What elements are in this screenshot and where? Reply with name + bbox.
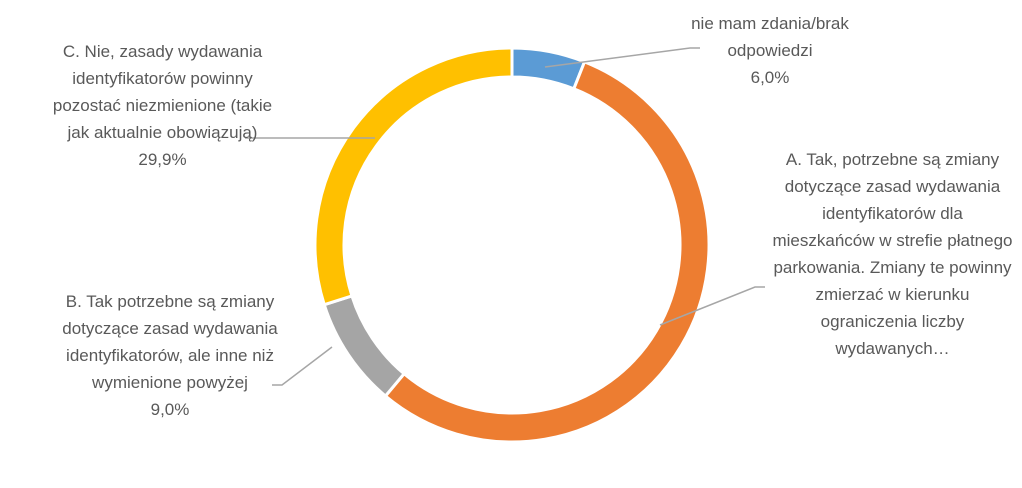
value-label: 29,9% — [138, 150, 187, 169]
data-label: A. Tak, potrzebne są zmiany dotyczące za… — [770, 146, 1015, 362]
data-label: B. Tak potrzebne są zmiany dotyczące zas… — [55, 288, 285, 423]
donut-segment — [510, 46, 587, 91]
donut-segment — [322, 294, 407, 399]
value-label: 6,0% — [750, 68, 790, 87]
leader-line — [659, 286, 765, 326]
leader-line — [544, 47, 700, 68]
value-label: 9,0% — [150, 400, 190, 419]
donut-segment — [313, 46, 514, 307]
leader-line — [272, 346, 333, 386]
category-label: B. Tak potrzebne są zmiany dotyczące zas… — [62, 292, 278, 392]
data-label: C. Nie, zasady wydawania identyfikatorów… — [45, 38, 280, 173]
data-label: nie mam zdania/brak odpowiedzi 6,0% — [680, 10, 860, 91]
donut-segment — [383, 59, 711, 444]
category-label: nie mam zdania/brak odpowiedzi — [691, 14, 849, 60]
category-label: C. Nie, zasady wydawania identyfikatorów… — [52, 42, 273, 142]
category-label: A. Tak, potrzebne są zmiany dotyczące za… — [772, 150, 1013, 358]
